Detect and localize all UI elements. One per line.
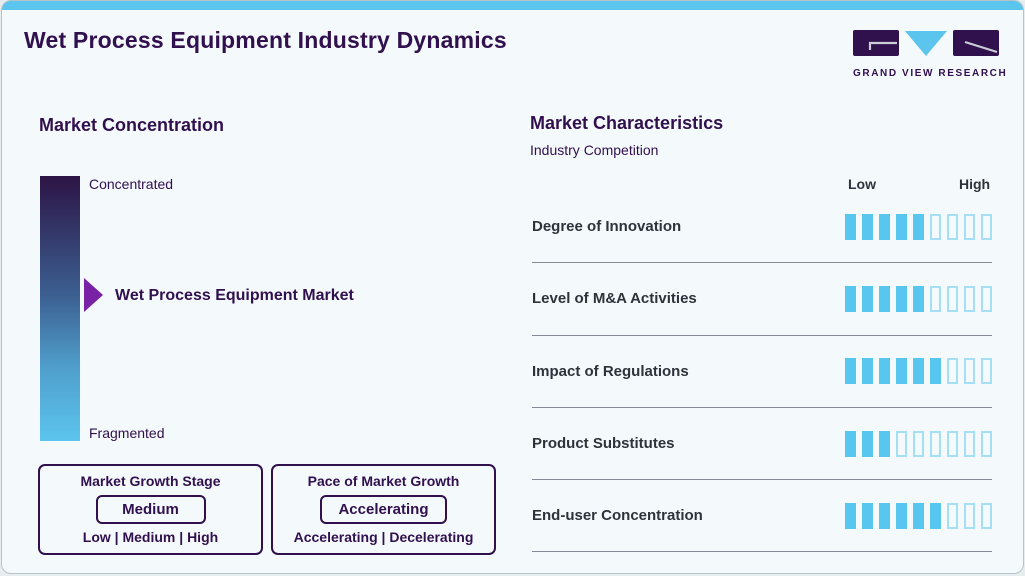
pace-options: Accelerating | Decelerating: [293, 529, 474, 545]
scale-low-label: Low: [848, 176, 876, 192]
characteristic-label: Level of M&A Activities: [532, 290, 697, 308]
rating-segment-empty: [981, 285, 992, 312]
characteristic-label: Impact of Regulations: [532, 362, 689, 380]
rating-segment-empty: [981, 430, 992, 457]
rating-segment-empty: [964, 285, 975, 312]
market-position-arrow-icon: [84, 278, 103, 312]
top-accent-bar: [2, 1, 1023, 10]
rating-segment-filled: [896, 213, 907, 240]
rating-segment-filled: [879, 213, 890, 240]
rating-segment-filled: [913, 285, 924, 312]
market-concentration-heading: Market Concentration: [39, 115, 225, 135]
rating-bar: [845, 213, 992, 240]
rating-segment-filled: [896, 358, 907, 385]
rating-segment-filled: [845, 430, 856, 457]
rating-segment-filled: [930, 502, 941, 529]
characteristic-row: End-user Concentration: [532, 480, 992, 553]
concentrated-label: Concentrated: [89, 176, 174, 192]
rating-segment-filled: [845, 358, 856, 385]
rating-segment-empty: [947, 430, 958, 457]
rating-segment-empty: [947, 358, 958, 385]
rating-segment-empty: [981, 358, 992, 385]
rating-segment-filled: [913, 213, 924, 240]
concentration-gradient-bar: [40, 176, 80, 441]
pace-title: Pace of Market Growth: [307, 473, 460, 489]
rating-bar: [845, 358, 992, 385]
characteristic-row: Degree of Innovation: [532, 191, 992, 264]
rating-segment-empty: [930, 213, 941, 240]
growth-stage-title: Market Growth Stage: [80, 473, 221, 489]
gvr-logo-icon: [853, 30, 999, 56]
rating-segment-filled: [879, 358, 890, 385]
rating-segment-empty: [930, 285, 941, 312]
rating-segment-filled: [862, 213, 873, 240]
rating-segment-filled: [845, 285, 856, 312]
pace-of-growth-box: Pace of Market Growth Accelerating Accel…: [271, 464, 496, 555]
rating-segment-filled: [845, 213, 856, 240]
characteristic-row: Product Substitutes: [532, 408, 992, 481]
rating-segment-filled: [862, 358, 873, 385]
rating-segment-empty: [896, 430, 907, 457]
pace-value-chip: Accelerating: [320, 494, 447, 524]
scale-high-label: High: [959, 176, 991, 192]
rating-bar: [845, 285, 992, 312]
characteristic-label: Product Substitutes: [532, 435, 675, 453]
characteristic-label: End-user Concentration: [532, 507, 703, 525]
rating-segment-empty: [947, 285, 958, 312]
fragmented-label: Fragmented: [89, 425, 165, 441]
rating-segment-filled: [896, 285, 907, 312]
rating-segment-empty: [930, 430, 941, 457]
rating-bar: [845, 502, 992, 529]
rating-segment-filled: [879, 502, 890, 529]
rating-segment-empty: [981, 502, 992, 529]
rating-bar: [845, 430, 992, 457]
characteristics-rows: Degree of Innovation Level of M&A Activi…: [532, 191, 992, 553]
gvr-logo: GRAND VIEW RESEARCH: [853, 30, 1008, 79]
page-title: Wet Process Equipment Industry Dynamics: [24, 27, 507, 53]
rating-segment-filled: [930, 358, 941, 385]
rating-segment-empty: [981, 213, 992, 240]
rating-segment-filled: [913, 502, 924, 529]
rating-segment-filled: [879, 430, 890, 457]
rating-segment-empty: [964, 430, 975, 457]
rating-segment-filled: [913, 358, 924, 385]
market-position-label: Wet Process Equipment Market: [115, 287, 354, 304]
rating-segment-filled: [896, 502, 907, 529]
growth-stage-value-chip: Medium: [95, 494, 206, 524]
characteristic-row: Impact of Regulations: [532, 336, 992, 408]
rating-segment-filled: [879, 285, 890, 312]
rating-segment-empty: [964, 213, 975, 240]
market-growth-stage-box: Market Growth Stage Medium Low | Medium …: [38, 464, 263, 555]
industry-competition-subheading: Industry Competition: [530, 142, 659, 158]
characteristic-label: Degree of Innovation: [532, 218, 682, 236]
rating-segment-filled: [862, 285, 873, 312]
brand-name: GRAND VIEW RESEARCH: [853, 68, 1008, 79]
rating-segment-empty: [913, 430, 924, 457]
market-characteristics-heading: Market Characteristics: [530, 113, 724, 133]
rating-segment-empty: [964, 502, 975, 529]
rating-segment-empty: [947, 213, 958, 240]
rating-segment-empty: [947, 502, 958, 529]
rating-segment-filled: [862, 430, 873, 457]
rating-segment-empty: [964, 358, 975, 385]
growth-stage-options: Low | Medium | High: [82, 529, 219, 545]
characteristic-row: Level of M&A Activities: [532, 263, 992, 336]
rating-segment-filled: [862, 502, 873, 529]
rating-segment-filled: [845, 502, 856, 529]
